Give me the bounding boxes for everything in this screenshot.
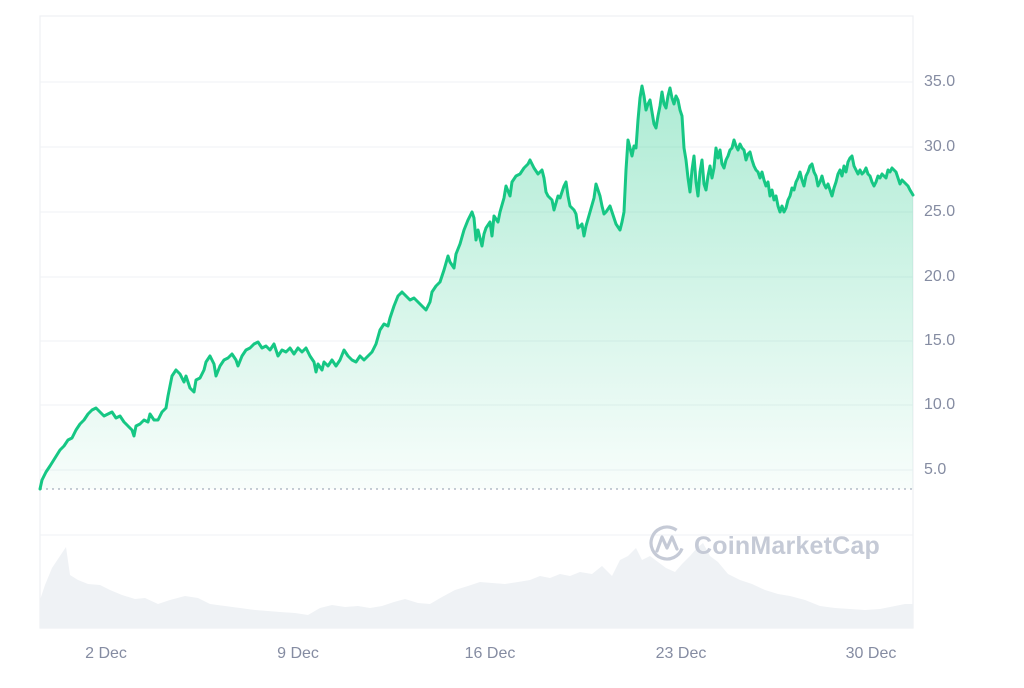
volume-area	[40, 543, 913, 628]
y-tick-label: 5.0	[924, 461, 947, 478]
y-tick-label: 15.0	[924, 332, 956, 349]
x-tick-label: 2 Dec	[85, 645, 127, 662]
price-area-fill	[40, 86, 913, 489]
y-tick-label: 25.0	[924, 203, 956, 220]
y-tick-label: 10.0	[924, 396, 956, 413]
y-tick-label: 35.0	[924, 73, 956, 90]
coinmarketcap-logo-icon	[648, 524, 686, 569]
x-tick-label: 9 Dec	[277, 645, 319, 662]
y-tick-label: 30.0	[924, 138, 956, 155]
x-tick-label: 16 Dec	[464, 645, 516, 662]
x-tick-label: 23 Dec	[655, 645, 707, 662]
coinmarketcap-watermark: CoinMarketCap	[648, 524, 880, 569]
y-tick-label: 20.0	[924, 268, 956, 285]
x-tick-label: 30 Dec	[845, 645, 897, 662]
price-line[interactable]	[38, 84, 915, 491]
watermark-brand: CoinMarketCap	[694, 532, 880, 560]
